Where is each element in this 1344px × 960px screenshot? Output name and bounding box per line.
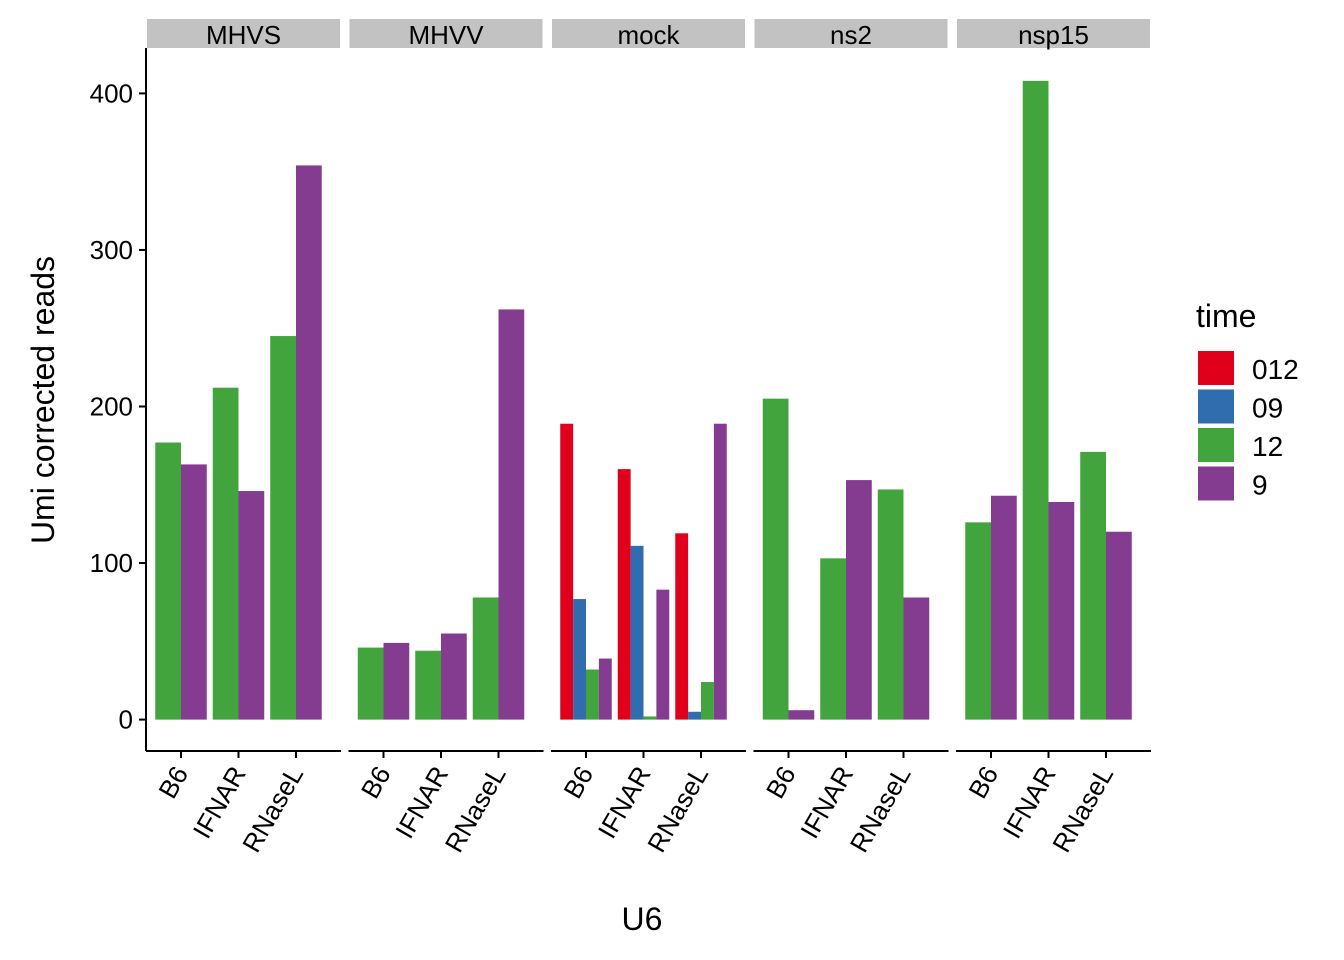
legend-swatch xyxy=(1198,351,1234,385)
bar-mock-b6-t09 xyxy=(573,599,587,720)
bar-mhvv-ifnar-t12 xyxy=(415,650,441,720)
x-tick-label: B6 xyxy=(557,761,599,804)
legend-swatch xyxy=(1198,466,1234,501)
bar-nsp15-rnasel-t9 xyxy=(1106,531,1132,720)
bar-mock-rnasel-t012 xyxy=(675,533,689,720)
y-tick-label: 200 xyxy=(90,392,133,422)
facet-strip xyxy=(957,19,1150,48)
facet-strip xyxy=(349,19,543,48)
x-tick-label: B6 xyxy=(152,761,194,804)
bar-mhvs-rnasel-t9 xyxy=(296,165,322,720)
legend-label: 09 xyxy=(1252,393,1283,424)
bar-nsp15-b6-t12 xyxy=(965,522,991,720)
x-tick-label: B6 xyxy=(355,761,397,804)
legend-swatch xyxy=(1198,389,1234,424)
facet-strip-label: mock xyxy=(617,20,680,50)
bar-mock-b6-t12 xyxy=(586,669,599,720)
bar-mhvv-b6-t9 xyxy=(383,642,410,720)
bar-mhvs-ifnar-t9 xyxy=(238,491,265,720)
x-tick-label: B6 xyxy=(962,761,1004,804)
bar-mock-ifnar-t012 xyxy=(617,469,631,720)
legend-swatch xyxy=(1198,428,1234,462)
x-axis-title: U6 xyxy=(622,901,663,937)
legend-label: 012 xyxy=(1252,354,1299,385)
y-tick-label: 400 xyxy=(90,78,133,108)
facet-strip-label: ns2 xyxy=(830,20,872,50)
bar-mock-ifnar-t12 xyxy=(643,716,657,720)
facet-panels: MHVSB6IFNARRNaseLMHVVB6IFNARRNaseLmockB6… xyxy=(146,19,1151,857)
facet-strip-label: MHVS xyxy=(206,20,281,50)
bar-ns2-ifnar-t9 xyxy=(846,480,872,720)
bar-nsp15-rnasel-t12 xyxy=(1080,451,1106,720)
facet-strip xyxy=(552,19,745,48)
bar-mock-rnasel-t12 xyxy=(701,682,714,720)
bar-mock-ifnar-t09 xyxy=(630,545,644,720)
bar-mock-b6-t9 xyxy=(598,658,612,720)
bar-mhvv-ifnar-t9 xyxy=(441,633,467,720)
bar-mhvv-rnasel-t9 xyxy=(498,309,525,720)
y-tick-label: 300 xyxy=(90,235,133,265)
bar-nsp15-ifnar-t9 xyxy=(1048,502,1075,720)
facet-strip xyxy=(147,19,340,48)
bar-ns2-ifnar-t12 xyxy=(820,558,846,720)
bar-mhvv-b6-t12 xyxy=(357,647,384,720)
bar-mock-ifnar-t9 xyxy=(656,589,670,720)
bar-nsp15-b6-t9 xyxy=(991,495,1017,720)
bar-mhvs-b6-t12 xyxy=(155,442,181,720)
y-axis-title: Umi corrected reads xyxy=(25,256,61,544)
bar-ns2-rnasel-t9 xyxy=(903,597,930,720)
y-tick-label: 100 xyxy=(90,548,133,578)
bar-mhvs-rnasel-t12 xyxy=(270,336,296,720)
facet-strip-label: nsp15 xyxy=(1018,20,1089,50)
bar-mhvs-b6-t9 xyxy=(181,464,207,720)
x-tick-label: B6 xyxy=(760,761,802,804)
legend-label: 9 xyxy=(1252,470,1268,501)
bar-mock-rnasel-t09 xyxy=(688,711,702,720)
legend-title: time xyxy=(1196,298,1256,334)
bar-nsp15-ifnar-t12 xyxy=(1022,80,1049,720)
bar-mhvs-ifnar-t12 xyxy=(212,387,239,720)
bar-ns2-b6-t12 xyxy=(762,398,789,720)
bar-mhvv-rnasel-t12 xyxy=(472,597,499,720)
legend: time 012 09 12 9 xyxy=(1196,298,1299,501)
bar-ns2-b6-t9 xyxy=(788,710,815,720)
facet-strip-label: MHVV xyxy=(408,20,484,50)
bar-mock-rnasel-t9 xyxy=(713,423,727,720)
bar-mock-b6-t012 xyxy=(560,423,574,720)
y-axis: 0 100 200 300 400 xyxy=(90,48,147,751)
bar-ns2-rnasel-t12 xyxy=(877,489,904,720)
y-tick-label: 0 xyxy=(119,705,133,735)
legend-label: 12 xyxy=(1252,431,1283,462)
facet-strip xyxy=(754,19,948,48)
